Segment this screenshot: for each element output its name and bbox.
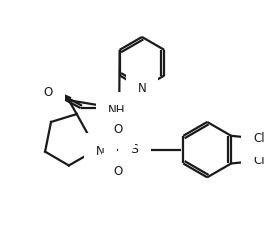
Text: N: N: [96, 145, 105, 158]
Text: NH: NH: [108, 104, 125, 117]
Text: Cl: Cl: [253, 132, 265, 145]
Text: S: S: [130, 143, 138, 156]
Text: O: O: [114, 165, 123, 178]
Text: O: O: [114, 123, 123, 136]
Text: N: N: [137, 82, 146, 95]
Text: Cl: Cl: [253, 154, 265, 167]
Text: O: O: [44, 87, 54, 100]
Text: O: O: [43, 86, 53, 99]
